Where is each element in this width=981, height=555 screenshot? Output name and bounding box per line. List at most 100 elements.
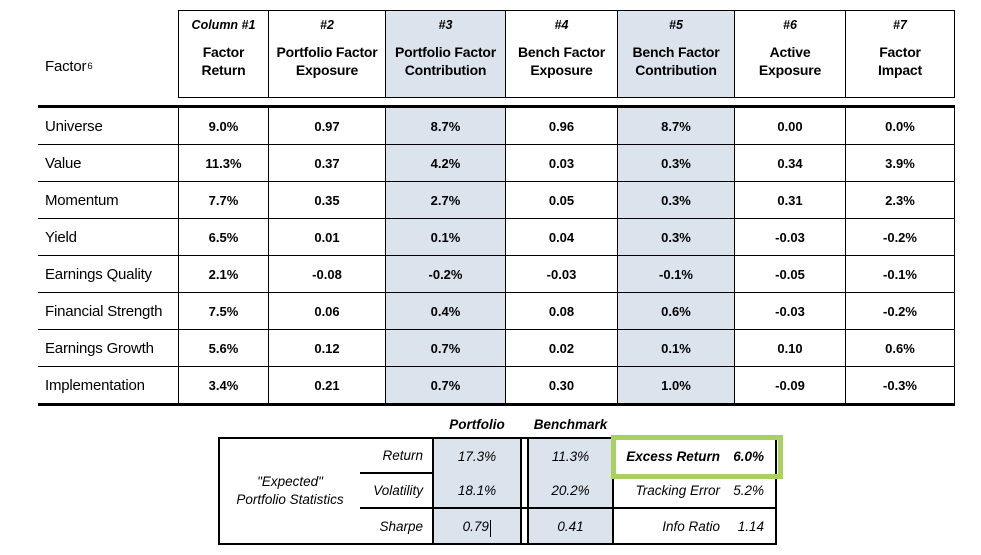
column-gap	[522, 474, 527, 509]
value-cell: 0.37	[268, 145, 385, 181]
column-header-3: #3 Portfolio Factor Contribution	[385, 10, 505, 98]
stat-label-sharpe: Sharpe	[379, 518, 423, 534]
header-rule	[38, 105, 955, 108]
footnote-superscript: 6	[87, 60, 93, 72]
column-number: #4	[554, 18, 569, 32]
header-gap	[38, 98, 955, 105]
value-cell: 0.6%	[617, 293, 734, 329]
value-cell: -0.2%	[845, 219, 955, 255]
benchmark-volatility-cell: 20.2%	[527, 474, 614, 509]
info-ratio-label: Info Ratio	[662, 518, 720, 534]
value-cell: 0.6%	[845, 330, 955, 366]
column-title: Bench Factor Contribution	[632, 44, 720, 78]
value-cell: -0.09	[734, 367, 845, 403]
value-cell: -0.08	[268, 256, 385, 292]
value-cell: 0.1%	[617, 330, 734, 366]
value-cell: -0.03	[734, 293, 845, 329]
column-title: Bench Factor Exposure	[517, 44, 606, 78]
benchmark-column-header: Benchmark	[533, 416, 608, 432]
value-cell: 1.0%	[617, 367, 734, 403]
benchmark-sharpe-cell: 0.41	[527, 509, 614, 543]
value-cell: -0.05	[734, 256, 845, 292]
table-row: Implementation 3.4% 0.21 0.7% 0.30 1.0% -0.09-…	[38, 367, 955, 403]
value-cell: -0.1%	[845, 256, 955, 292]
factor-cell: Momentum	[45, 191, 119, 209]
value-cell: 7.5%	[178, 293, 268, 329]
value-cell: 0.10	[734, 330, 845, 366]
value-cell: -0.2%	[385, 256, 505, 292]
tracking-error-label: Tracking Error	[635, 483, 720, 498]
table-row: Value 11.3% 0.37 4.2% 0.03 0.3% 0.34 3.9%	[38, 145, 955, 182]
value-cell: 0.30	[505, 367, 617, 403]
excess-return-value: 6.0%	[733, 449, 764, 464]
value-cell: 0.00	[734, 108, 845, 144]
table-row: Financial Strength 7.5% 0.06 0.4% 0.08 0.6% -0…	[38, 293, 955, 330]
value-cell: 0.35	[268, 182, 385, 218]
factor-table-body: Universe 9.0% 0.97 8.7% 0.96 8.7% 0.00 0.0% Valu…	[38, 108, 955, 403]
value-cell: 0.02	[505, 330, 617, 366]
column-number: #6	[783, 18, 797, 32]
value-cell: 0.05	[505, 182, 617, 218]
value-cell: 5.6%	[178, 330, 268, 366]
factor-cell: Value	[45, 154, 82, 172]
excess-return-label: Excess Return	[626, 449, 720, 464]
factor-cell: Financial Strength	[45, 302, 163, 320]
column-title: Factor Impact	[878, 44, 922, 78]
excess-return-cell: Excess Return 6.0%	[614, 439, 775, 474]
table-row: Momentum 7.7% 0.35 2.7% 0.05 0.3% 0.31 2.3%	[38, 182, 955, 219]
stats-column-headers: Portfolio Benchmark	[218, 411, 777, 437]
factor-cell: Earnings Quality	[45, 265, 152, 283]
table-row: Earnings Quality 2.1% -0.08 -0.2% -0.03 -0.1%…	[38, 256, 955, 293]
bottom-rule	[38, 403, 955, 406]
value-cell: 0.96	[505, 108, 617, 144]
column-title: Portfolio Factor Exposure	[276, 44, 378, 78]
portfolio-volatility-cell: 18.1%	[432, 474, 522, 509]
column-header-4: #4 Bench Factor Exposure	[505, 10, 617, 98]
portfolio-return-cell: 17.3%	[432, 439, 522, 474]
value-cell: -0.3%	[845, 367, 955, 403]
factor-column-header: Factor 6	[38, 10, 178, 98]
value-cell: 6.5%	[178, 219, 268, 255]
value-cell: 0.97	[268, 108, 385, 144]
column-number: #7	[893, 18, 907, 32]
value-cell: 0.06	[268, 293, 385, 329]
value-cell: 0.7%	[385, 330, 505, 366]
stat-label-return: Return	[360, 439, 432, 474]
factor-table: Factor 6 Column #1 Factor Return #2 Portfolio…	[38, 10, 955, 406]
column-number: #2	[320, 18, 334, 32]
value-cell: 7.7%	[178, 182, 268, 218]
value-cell: 0.21	[268, 367, 385, 403]
value-cell: 8.7%	[385, 108, 505, 144]
column-header-2: #2 Portfolio Factor Exposure	[268, 10, 385, 98]
stats-group-label: "Expected" Portfolio Statistics	[220, 439, 360, 543]
column-header-5: #5 Bench Factor Contribution	[617, 10, 734, 98]
value-cell: -0.2%	[845, 293, 955, 329]
info-ratio-value: 1.14	[737, 518, 764, 534]
value-cell: 0.31	[734, 182, 845, 218]
info-ratio-cell: Info Ratio 1.14	[614, 509, 775, 543]
portfolio-sharpe-cell[interactable]: 0.79	[432, 509, 522, 543]
value-cell: 11.3%	[178, 145, 268, 181]
value-cell: 0.03	[505, 145, 617, 181]
stats-table: "Expected" Portfolio Statistics Return 1…	[218, 435, 783, 545]
portfolio-column-header: Portfolio	[449, 416, 505, 432]
column-title: Portfolio Factor Contribution	[394, 44, 497, 78]
value-cell: 0.08	[505, 293, 617, 329]
value-cell: 0.34	[734, 145, 845, 181]
value-cell: 0.12	[268, 330, 385, 366]
column-number: #5	[669, 18, 683, 32]
tracking-error-cell: Tracking Error 5.2%	[614, 474, 775, 509]
factor-cell: Earnings Growth	[45, 339, 154, 357]
portfolio-sharpe-value: 0.79	[462, 518, 489, 534]
column-header-6: #6 Active Exposure	[734, 10, 845, 98]
column-number: #3	[438, 18, 453, 32]
value-cell: 2.3%	[845, 182, 955, 218]
factor-cell: Universe	[45, 117, 103, 135]
factor-table-header-row: Factor 6 Column #1 Factor Return #2 Portfolio…	[38, 10, 955, 98]
tracking-error-value: 5.2%	[733, 483, 764, 498]
value-cell: -0.1%	[617, 256, 734, 292]
value-cell: 0.4%	[385, 293, 505, 329]
value-cell: 9.0%	[178, 108, 268, 144]
value-cell: 0.04	[505, 219, 617, 255]
value-cell: -0.03	[734, 219, 845, 255]
